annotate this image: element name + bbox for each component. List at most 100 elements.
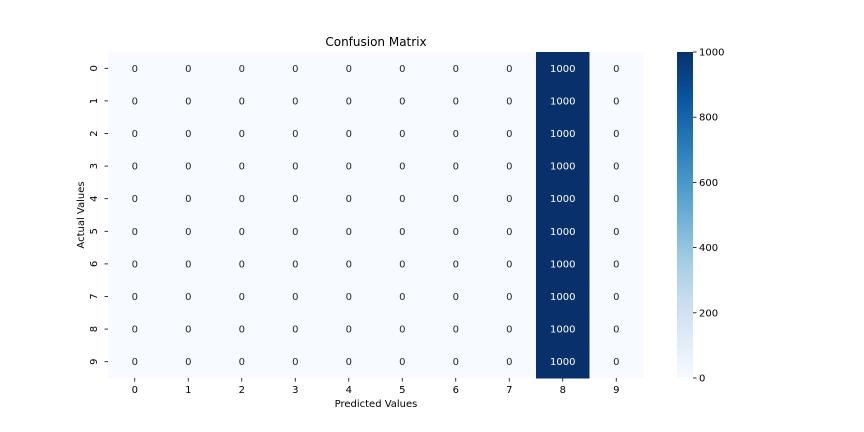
cell-value-label: 0 xyxy=(453,292,459,303)
heatmap-cell xyxy=(215,280,269,314)
cell-value-label: 0 xyxy=(346,64,352,75)
cell-value-label: 0 xyxy=(399,194,405,205)
heatmap-cell xyxy=(108,215,162,249)
heatmap-cells xyxy=(108,52,644,379)
heatmap-cell xyxy=(215,52,269,86)
heatmap-cell xyxy=(589,345,644,379)
cell-value-label: 0 xyxy=(346,227,352,238)
heatmap-cell xyxy=(375,149,430,183)
heatmap-cell xyxy=(322,117,376,151)
heatmap-cell xyxy=(429,247,483,281)
heatmap-cell xyxy=(108,280,162,314)
cell-value-label: 0 xyxy=(239,64,245,75)
cell-value-label: 0 xyxy=(613,227,619,238)
x-tick-label: 1 xyxy=(185,385,191,396)
heatmap-cell xyxy=(322,247,376,281)
cell-value-label: 0 xyxy=(292,227,298,238)
cell-value-label: 0 xyxy=(506,162,512,173)
heatmap-cell xyxy=(215,345,269,379)
heatmap-cell xyxy=(375,312,430,346)
cell-value-label: 0 xyxy=(613,162,619,173)
heatmap-cell xyxy=(161,149,216,183)
heatmap-cell xyxy=(429,117,483,151)
heatmap-cell xyxy=(536,149,590,183)
x-tick-label: 6 xyxy=(453,385,459,396)
cell-value-label: 0 xyxy=(453,325,459,336)
cell-value-label: 0 xyxy=(346,292,352,303)
heatmap-cell xyxy=(215,215,269,249)
heatmap-cell xyxy=(108,117,162,151)
heatmap-cell xyxy=(429,280,483,314)
cell-value-label: 0 xyxy=(613,194,619,205)
heatmap-cell xyxy=(589,149,644,183)
y-tick-label: 6 xyxy=(89,261,100,267)
heatmap-cell xyxy=(589,247,644,281)
cell-value-label: 0 xyxy=(346,129,352,140)
heatmap-cell xyxy=(161,182,216,216)
heatmap-cell xyxy=(161,52,216,86)
heatmap-cell xyxy=(215,117,269,151)
cell-value-label: 0 xyxy=(399,162,405,173)
cell-value-label: 0 xyxy=(453,259,459,270)
cell-value-label: 0 xyxy=(292,96,298,107)
heatmap-cell xyxy=(322,345,376,379)
heatmap-cell xyxy=(482,345,537,379)
heatmap-cell xyxy=(536,117,590,151)
cell-value-label: 0 xyxy=(506,259,512,270)
x-axis-label: Predicted Values xyxy=(335,399,418,410)
cell-value-label: 0 xyxy=(506,194,512,205)
heatmap-cell xyxy=(375,182,430,216)
heatmap-cell xyxy=(482,182,537,216)
heatmap-cell xyxy=(215,182,269,216)
cell-value-label: 0 xyxy=(399,259,405,270)
cell-value-label: 0 xyxy=(132,129,138,140)
heatmap-cell xyxy=(536,280,590,314)
cell-value-label: 0 xyxy=(506,325,512,336)
cell-value-label: 0 xyxy=(292,129,298,140)
heatmap-cell xyxy=(268,52,323,86)
heatmap-cell xyxy=(322,84,376,118)
cell-value-label: 0 xyxy=(453,194,459,205)
cell-value-label: 0 xyxy=(613,292,619,303)
heatmap-cell xyxy=(322,52,376,86)
y-tick-label: 0 xyxy=(89,65,100,71)
cell-value-label: 0 xyxy=(239,259,245,270)
cell-value-label: 0 xyxy=(453,227,459,238)
heatmap-cell xyxy=(536,52,590,86)
heatmap-cell xyxy=(375,52,430,86)
cell-value-label: 0 xyxy=(613,325,619,336)
cell-value-label: 0 xyxy=(346,194,352,205)
heatmap-cell xyxy=(161,280,216,314)
cell-value-label: 0 xyxy=(399,292,405,303)
heatmap-cell xyxy=(322,312,376,346)
heatmap-cell xyxy=(268,215,323,249)
cell-value-label: 0 xyxy=(132,292,138,303)
cell-value-label: 0 xyxy=(132,162,138,173)
heatmap-cell xyxy=(482,52,537,86)
cell-value-label: 0 xyxy=(506,292,512,303)
heatmap-cell xyxy=(482,312,537,346)
heatmap-cell xyxy=(429,182,483,216)
heatmap-cell xyxy=(536,182,590,216)
heatmap-cell xyxy=(589,215,644,249)
heatmap-cell xyxy=(589,84,644,118)
cell-value-label: 0 xyxy=(185,325,191,336)
heatmap-cell xyxy=(589,280,644,314)
heatmap-cell xyxy=(215,312,269,346)
heatmap-cell xyxy=(268,84,323,118)
heatmap-cell xyxy=(429,215,483,249)
cell-value-label: 1000 xyxy=(550,162,575,173)
cell-value-label: 0 xyxy=(292,325,298,336)
colorbar-tick-label: 200 xyxy=(699,308,718,319)
cell-value-label: 0 xyxy=(185,194,191,205)
cell-value-label: 0 xyxy=(292,259,298,270)
cell-value-label: 0 xyxy=(453,162,459,173)
heatmap-cell xyxy=(429,52,483,86)
heatmap-cell xyxy=(268,345,323,379)
y-tick-label: 8 xyxy=(89,326,100,332)
colorbar-tick-label: 800 xyxy=(699,113,718,124)
cell-value-label: 1000 xyxy=(550,227,575,238)
cell-value-label: 0 xyxy=(185,357,191,368)
cell-value-label: 0 xyxy=(453,64,459,75)
heatmap-cell xyxy=(215,149,269,183)
